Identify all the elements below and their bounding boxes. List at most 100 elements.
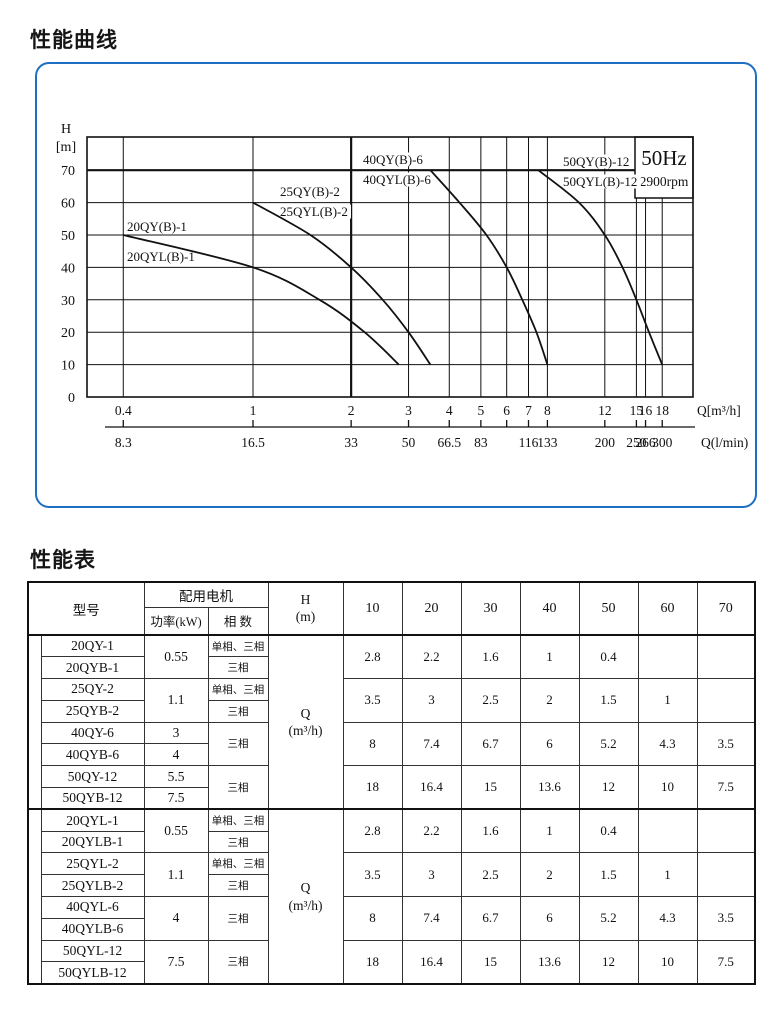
- flow-value-cell: 3: [401, 852, 462, 898]
- table-row: 20QYB-1 三相: [28, 656, 755, 680]
- curve-label: 40QY(B)-6: [363, 152, 423, 167]
- table-row: 20QY-1 0.55 单相、三相 Q (m³/h) 2.8 2.2 1.6 1 0.4: [27, 634, 756, 810]
- flow-value-cell: 18: [342, 939, 403, 985]
- table-row: 50QYLB-12: [28, 961, 755, 985]
- x-axis-label-lmin: Q(l/min): [701, 435, 748, 450]
- flow-value-cell: 6.7: [460, 896, 521, 941]
- curve-label-bg: [560, 154, 634, 169]
- power-cell: 1.1: [143, 678, 209, 723]
- flow-value-cell: 18: [342, 765, 403, 810]
- flow-value-cell: 2: [519, 852, 580, 898]
- curve-label-bg: [124, 249, 198, 264]
- x-tick-label-m3h: 5: [477, 403, 484, 418]
- curve-label: 40QYL(B)-6: [363, 172, 431, 187]
- flow-value-cell: 1.6: [460, 808, 521, 854]
- phase-cell: 三相: [207, 874, 269, 898]
- flow-value-cell: 3.5: [342, 678, 403, 723]
- rpm-label: 2900rpm: [640, 174, 689, 189]
- flow-value-cell: 1.6: [460, 634, 521, 680]
- x-tick-label-m3h: 4: [446, 403, 453, 418]
- model-cell: 50QYB-12: [40, 787, 145, 810]
- power-cell: 1.1: [143, 852, 209, 898]
- table-row: 40QYL-6 4 三相 8 7.4 6.7 6 5.2 4.3 3.5: [28, 896, 756, 941]
- table-row: 50QY-12 5.5 三相 18 16.4 15 13.6 12 10 7.5: [28, 765, 756, 810]
- x-tick-label-lmin: 133: [537, 435, 558, 450]
- header-power: 功率(kW): [143, 606, 209, 636]
- header-h-value: 60: [637, 581, 698, 636]
- flow-value-cell: 4.3: [637, 896, 698, 941]
- x-tick-label-m3h: 0.4: [115, 403, 132, 418]
- table-row: 20QYL-1 0.55 单相、三相 Q (m³/h) 2.8 2.2 1.6 1 0.4: [27, 808, 756, 985]
- pump-curve: [123, 234, 400, 366]
- y-tick-label: 10: [61, 359, 75, 374]
- curve-label: 20QYL(B)-1: [127, 249, 195, 264]
- flow-value-cell: 1.5: [578, 852, 639, 898]
- flow-value-cell: 2: [519, 678, 580, 723]
- flow-value-cell: 5.2: [578, 721, 639, 767]
- flow-value-cell: [696, 678, 756, 723]
- x-tick-label-lmin: 116: [519, 435, 539, 450]
- header-h-value: 70: [696, 581, 756, 636]
- performance-curve-chart: 50Hz 2900rpm 20QY(B)-1 20QYL(B)-1 25QY(B)-2 2…: [56, 122, 748, 450]
- flow-value-cell: 12: [578, 765, 639, 810]
- power-cell: 4: [143, 896, 209, 941]
- curve-label-bg: [560, 174, 641, 189]
- phase-cell: 单相、三相: [207, 808, 269, 832]
- flow-value-cell: 7.4: [401, 721, 462, 767]
- flow-value-cell: 3: [401, 678, 462, 723]
- power-cell: 7.5: [143, 939, 209, 985]
- flow-value-cell: 7.4: [401, 896, 462, 941]
- flow-value-cell: 4.3: [637, 721, 698, 767]
- y-tick-label: 70: [61, 164, 75, 179]
- flow-value-cell: [696, 634, 756, 680]
- model-cell: 25QY-2: [40, 678, 145, 701]
- model-cell: 50QYLB-12: [40, 961, 145, 985]
- flow-value-cell: 6: [519, 721, 580, 767]
- model-cell: 20QYB-1: [40, 656, 145, 680]
- flow-value-cell: 3.5: [342, 852, 403, 898]
- q-unit-cell: Q (m³/h): [267, 808, 344, 985]
- y-tick-label: 20: [61, 326, 75, 341]
- x-tick-label-lmin: 8.3: [115, 435, 132, 450]
- model-cell: 40QY-6: [40, 721, 145, 745]
- curve-label: 20QY(B)-1: [127, 219, 187, 234]
- y-axis-unit: [m]: [56, 140, 76, 155]
- flow-value-cell: 0.4: [578, 634, 639, 680]
- model-cell: 50QY-12: [40, 765, 145, 789]
- x-axis-label-m3h: Q[m³/h]: [697, 403, 741, 418]
- table-row: 40QYLB-6: [28, 917, 755, 941]
- x-tick-label-lmin: 300: [652, 435, 673, 450]
- x-tick-label-m3h: 2: [348, 403, 355, 418]
- x-tick-label-lmin: 266: [635, 435, 656, 450]
- table-row: 40QY-6 3 三相 8 7.4 6.7 6 5.2 4.3 3.5: [28, 721, 756, 767]
- freq-label: 50Hz: [641, 146, 687, 170]
- x-tick-label-lmin: 33: [344, 435, 358, 450]
- model-cell: 25QYL-2: [40, 852, 145, 876]
- flow-value-cell: 7.5: [696, 939, 756, 985]
- x-tick-label-m3h: 12: [598, 403, 612, 418]
- q-unit-cell: Q (m³/h): [267, 634, 344, 810]
- y-tick-label: 60: [61, 197, 75, 212]
- y-tick-label: 40: [61, 261, 75, 276]
- flow-value-cell: 0.4: [578, 808, 639, 854]
- table-row: 25QY-2 1.1 单相、三相 3.5 3 2.5 2 1.5 1: [28, 678, 756, 723]
- header-phase: 相 数: [207, 606, 269, 636]
- flow-value-cell: 1.5: [578, 678, 639, 723]
- x-tick-label-lmin: 83: [474, 435, 488, 450]
- x-tick-label-lmin: 250: [626, 435, 647, 450]
- phase-cell: 三相: [207, 699, 269, 723]
- x-tick-label-m3h: 16: [639, 403, 653, 418]
- pump-curve: [429, 169, 549, 365]
- model-column-spacer: [27, 634, 42, 810]
- phase-cell: 单相、三相: [207, 634, 269, 658]
- x-tick-label-m3h: 18: [655, 403, 669, 418]
- flow-value-cell: 15: [460, 939, 521, 985]
- flow-value-cell: 3.5: [696, 721, 756, 767]
- header-model: 型号: [27, 581, 145, 636]
- flow-value-cell: 10: [637, 939, 698, 985]
- flow-value-cell: 10: [637, 765, 698, 810]
- curve-label-bg: [124, 219, 192, 234]
- flow-value-cell: 6.7: [460, 721, 521, 767]
- x-tick-label-m3h: 6: [503, 403, 510, 418]
